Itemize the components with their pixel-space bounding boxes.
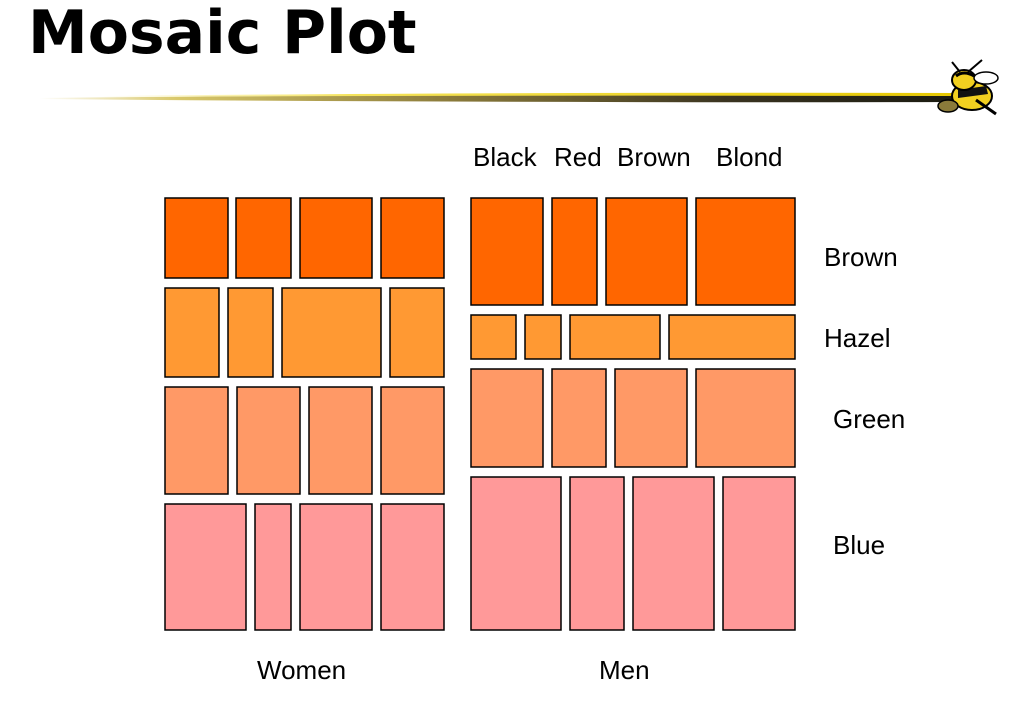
tile-women-brown-hair-green-eyes: [308, 386, 373, 495]
tile-men-brown-hair-green-eyes: [614, 368, 688, 468]
hair-label-blond: Blond: [716, 142, 783, 172]
tile-women-blond-hair-green-eyes: [380, 386, 445, 495]
tile-women-red-hair-brown-eyes: [235, 197, 292, 279]
tile-women-brown-hair-brown-eyes: [299, 197, 373, 279]
tile-men-brown-hair-hazel-eyes: [569, 314, 661, 360]
eye-label-hazel: Hazel: [824, 323, 891, 353]
group-label-men: Men: [599, 655, 650, 685]
slide-title: Mosaic Plot: [28, 0, 417, 68]
tile-women-red-hair-hazel-eyes: [227, 287, 274, 378]
eye-label-brown: Brown: [824, 242, 898, 272]
tile-men-red-hair-hazel-eyes: [524, 314, 562, 360]
tile-men-black-hair-green-eyes: [470, 368, 544, 468]
tile-men-blond-hair-brown-eyes: [695, 197, 796, 306]
tile-women-red-hair-blue-eyes: [254, 503, 292, 631]
hair-label-red: Red: [554, 142, 602, 172]
tile-men-blond-hair-hazel-eyes: [668, 314, 796, 360]
tile-women-black-hair-hazel-eyes: [164, 287, 220, 378]
tile-women-black-hair-brown-eyes: [164, 197, 229, 279]
yellow-jacket-mascot-icon: [937, 59, 999, 116]
tile-women-red-hair-green-eyes: [236, 386, 301, 495]
tile-men-brown-hair-brown-eyes: [605, 197, 688, 306]
tile-men-black-hair-blue-eyes: [470, 476, 562, 631]
tile-men-red-hair-green-eyes: [551, 368, 607, 468]
tile-men-black-hair-brown-eyes: [470, 197, 544, 306]
eye-label-blue: Blue: [833, 530, 886, 560]
tile-women-blond-hair-hazel-eyes: [389, 287, 445, 378]
hair-label-black: Black: [473, 142, 537, 172]
tile-women-brown-hair-blue-eyes: [299, 503, 373, 631]
eye-label-green: Green: [833, 404, 906, 434]
title-divider: [40, 92, 955, 103]
tile-men-black-hair-hazel-eyes: [470, 314, 517, 360]
tile-men-blond-hair-green-eyes: [695, 368, 796, 468]
group-label-women: Women: [257, 655, 347, 685]
tile-women-black-hair-green-eyes: [164, 386, 229, 495]
tile-women-black-hair-blue-eyes: [164, 503, 247, 631]
hair-label-brown: Brown: [617, 142, 691, 172]
tile-women-blond-hair-brown-eyes: [380, 197, 445, 279]
tile-women-blond-hair-blue-eyes: [380, 503, 445, 631]
tile-men-blond-hair-blue-eyes: [722, 476, 796, 631]
tile-men-brown-hair-blue-eyes: [632, 476, 715, 631]
tile-men-red-hair-blue-eyes: [569, 476, 625, 631]
tile-men-red-hair-brown-eyes: [551, 197, 598, 306]
tile-women-brown-hair-hazel-eyes: [281, 287, 382, 378]
